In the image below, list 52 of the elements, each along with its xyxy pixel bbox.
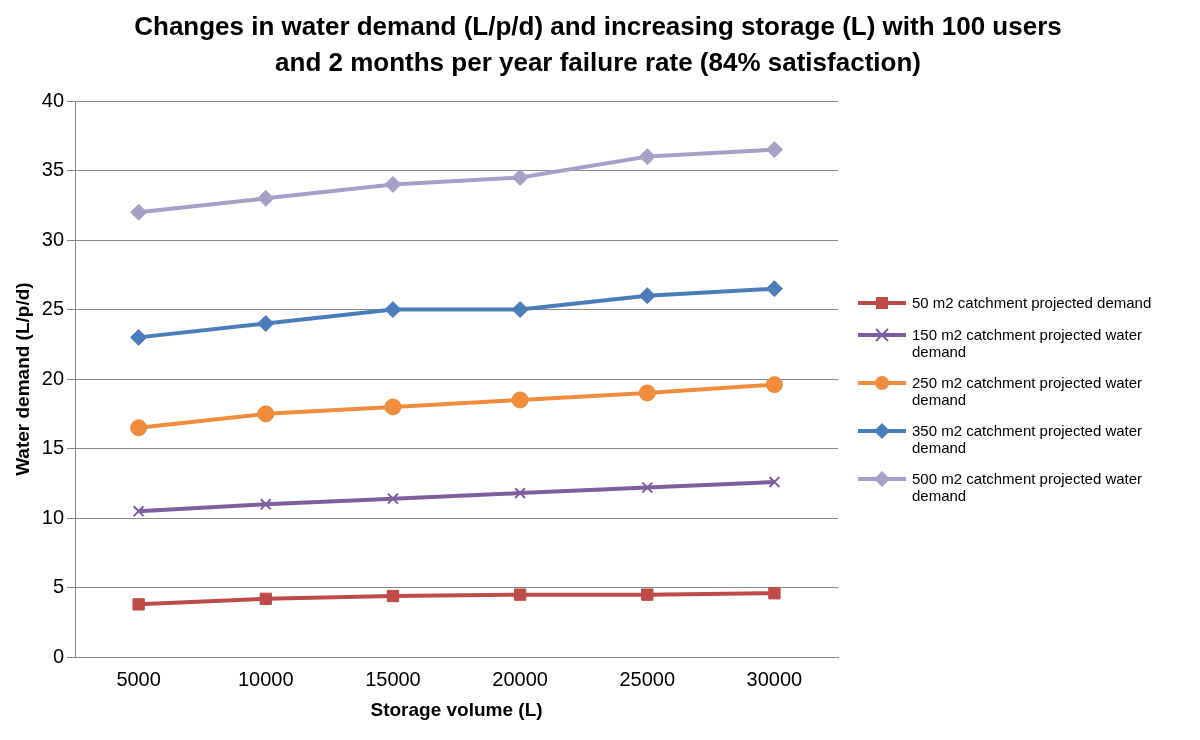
point bbox=[384, 301, 402, 319]
point bbox=[514, 487, 527, 500]
point bbox=[384, 175, 402, 193]
point bbox=[257, 314, 275, 332]
x-tick-label: 30000 bbox=[746, 667, 803, 690]
point bbox=[386, 589, 400, 603]
x-axis-title: Storage volume (L) bbox=[370, 698, 543, 720]
point bbox=[130, 328, 148, 346]
point bbox=[641, 588, 654, 601]
point bbox=[511, 391, 529, 409]
point bbox=[132, 505, 145, 518]
x-tick-label: 10000 bbox=[237, 667, 294, 690]
point bbox=[765, 376, 783, 394]
y-tick-label: 25 bbox=[41, 297, 65, 320]
legend-label: 500 m2 catchment projected water demand bbox=[912, 470, 1144, 504]
legend-label: 250 m2 catchment projected water demand bbox=[912, 374, 1144, 408]
point bbox=[130, 203, 148, 221]
point bbox=[259, 498, 272, 511]
y-axis-title: Water demand (L/p/d) bbox=[11, 282, 33, 476]
point bbox=[768, 476, 781, 488]
point bbox=[511, 301, 529, 319]
point bbox=[132, 598, 145, 611]
point bbox=[641, 481, 654, 494]
x-tick-label: 5000 bbox=[116, 667, 161, 690]
legend-label: 350 m2 catchment projected water demand bbox=[912, 422, 1144, 456]
point bbox=[257, 405, 275, 423]
point bbox=[638, 287, 656, 305]
legend-label: 150 m2 catchment projected water demand bbox=[912, 326, 1144, 360]
chart-title: Changes in water demand (L/p/d) and increasing storage (L) with 100 users and 2 months per year failure rate (84% satisfaction) bbox=[133, 10, 1063, 79]
x-tick-label: 20000 bbox=[492, 667, 548, 690]
point bbox=[768, 587, 781, 600]
legend-label: 50 m2 catchment projected demand bbox=[912, 294, 1152, 311]
x-tick-label: 15000 bbox=[365, 667, 421, 690]
point bbox=[386, 492, 399, 505]
y-tick-label: 30 bbox=[41, 227, 65, 250]
point bbox=[513, 588, 527, 601]
point bbox=[130, 419, 148, 437]
point bbox=[638, 384, 656, 402]
y-tick-label: 35 bbox=[41, 158, 65, 181]
point bbox=[638, 148, 656, 166]
y-tick-label: 20 bbox=[41, 366, 65, 389]
y-tick-label: 15 bbox=[41, 436, 65, 459]
y-tick-label: 10 bbox=[41, 505, 65, 528]
point bbox=[765, 280, 783, 298]
y-tick-label: 40 bbox=[41, 88, 65, 111]
y-tick-label: 5 bbox=[52, 575, 65, 598]
x-tick-label: 25000 bbox=[619, 667, 676, 690]
point bbox=[259, 592, 272, 605]
y-tick-label: 0 bbox=[52, 644, 65, 667]
point bbox=[384, 398, 402, 416]
point bbox=[257, 189, 275, 207]
point bbox=[511, 168, 529, 186]
